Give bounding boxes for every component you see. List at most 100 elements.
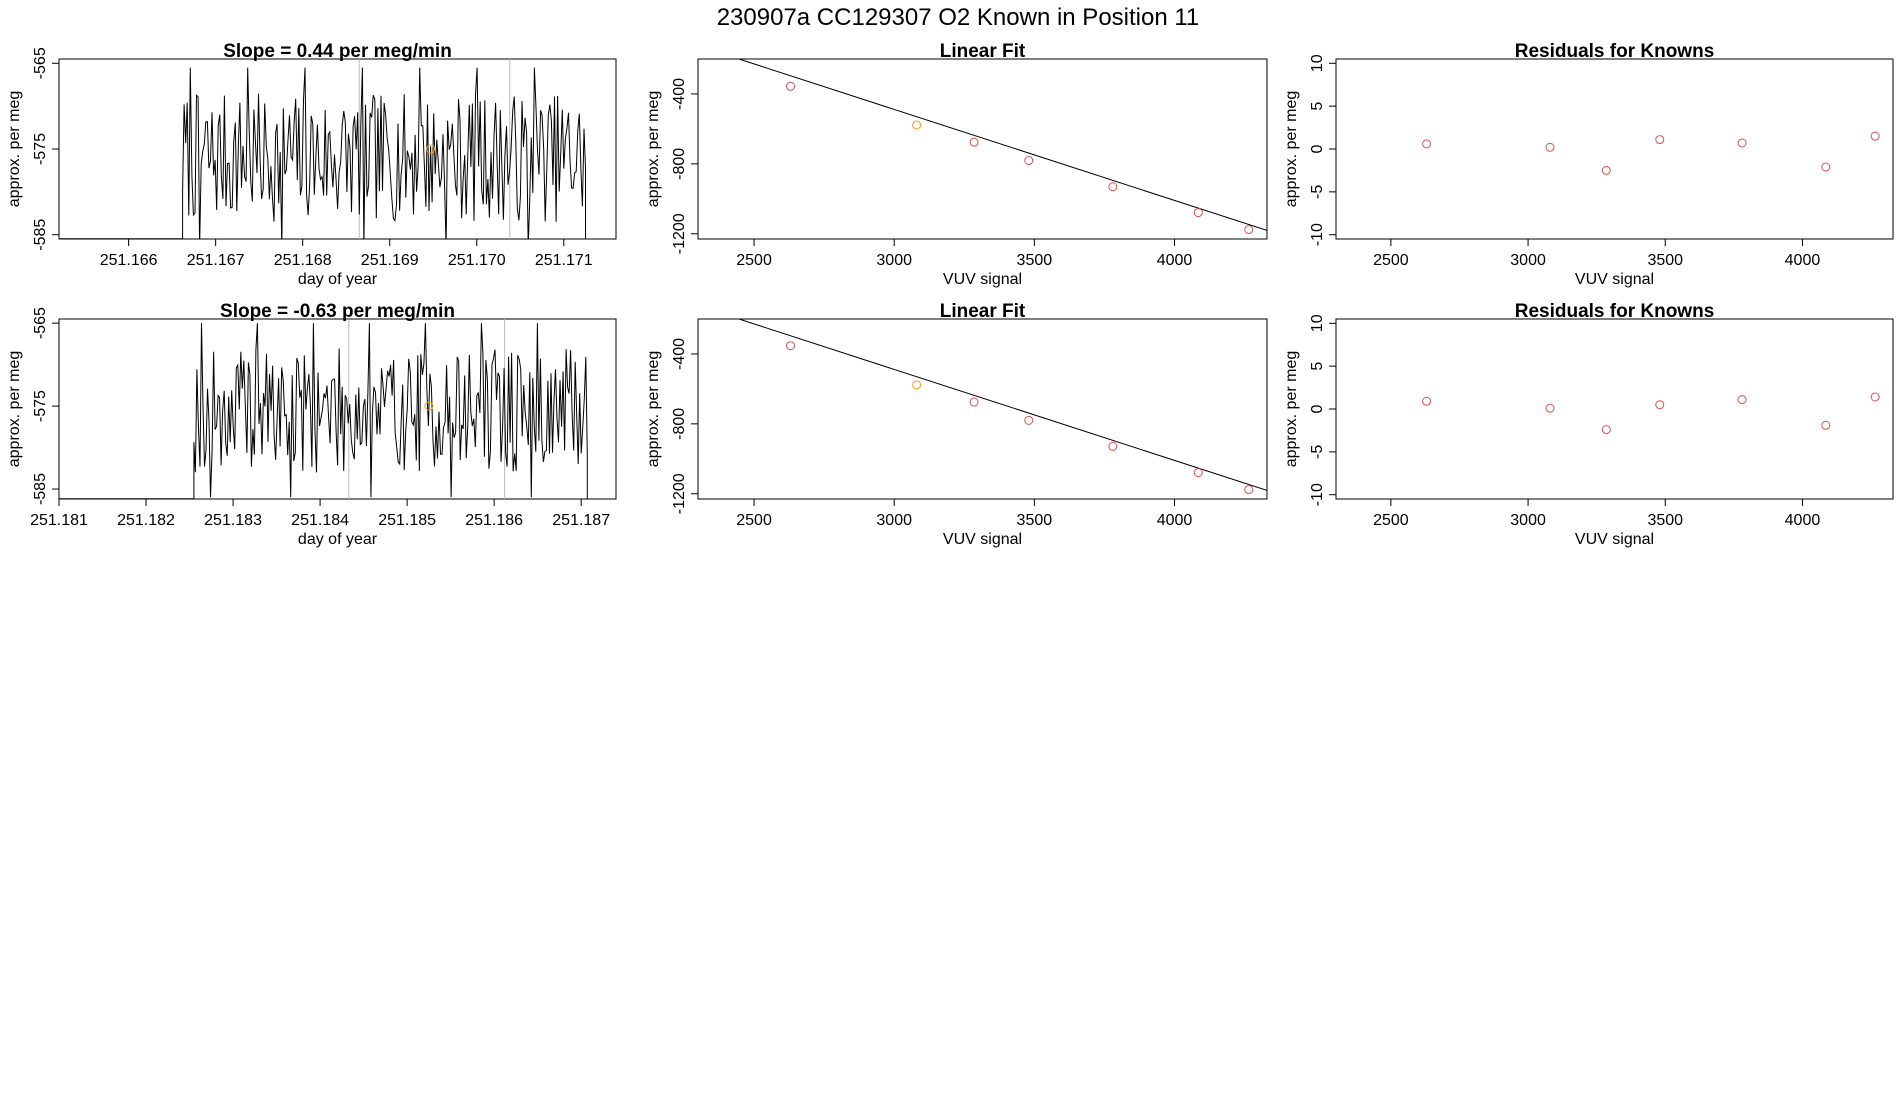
data-point	[785, 81, 795, 91]
plot-area	[59, 319, 588, 499]
x-tick-label: 251.185	[378, 512, 436, 529]
plot-area	[1422, 131, 1880, 175]
y-tick-label: -565	[32, 307, 49, 339]
x-tick-label: 251.169	[361, 252, 419, 269]
plot-frame	[1335, 318, 1894, 500]
fit-line	[737, 319, 1267, 491]
y-tick-label: -800	[671, 408, 688, 440]
x-tick-label: 2500	[1373, 512, 1409, 529]
y-tick-label: 5	[1309, 102, 1326, 111]
x-tick-label: 251.181	[30, 512, 88, 529]
panel-ts2: Slope = -0.63 per meg/min 251.181 251.182 2…	[6, 301, 617, 548]
plot-frame	[58, 58, 617, 240]
data-point	[969, 397, 979, 407]
plot-frame	[697, 318, 1268, 500]
y-axis-label: approx. per meg	[6, 351, 23, 468]
y-tick-label: -585	[32, 219, 49, 251]
x-axis-label: VUV signal	[1575, 271, 1654, 288]
data-point	[1870, 131, 1880, 141]
y-tick-label: -1200	[671, 473, 688, 514]
y-tick-label: 5	[1309, 362, 1326, 371]
data-point	[1870, 392, 1880, 402]
panel-title: Slope = 0.44 per meg/min	[223, 41, 452, 62]
data-point	[1422, 139, 1432, 149]
x-tick-label: 4000	[1157, 252, 1193, 269]
x-tick-label: 251.186	[465, 512, 523, 529]
figure-title: 230907a CC129307 O2 Known in Position 11	[717, 4, 1200, 31]
data-point	[1244, 225, 1254, 235]
y-tick-label: -575	[32, 390, 49, 422]
panel-fit1: Linear Fit 2500 3000 3500 4000 VUV signal -400…	[645, 41, 1268, 288]
x-tick-label: 251.167	[187, 252, 245, 269]
data-point	[1024, 415, 1034, 425]
x-axis-label: day of year	[298, 271, 378, 288]
data-point	[1655, 400, 1665, 410]
fit-line	[737, 59, 1267, 231]
data-point	[969, 137, 979, 147]
x-tick-label: 3500	[1647, 252, 1683, 269]
data-point	[1601, 165, 1611, 175]
panel-ts1: Slope = 0.44 per meg/min 251.166 251.167 25…	[6, 41, 617, 288]
x-axis-label: VUV signal	[943, 271, 1022, 288]
x-tick-label: 251.184	[291, 512, 349, 529]
x-tick-label: 251.168	[274, 252, 332, 269]
y-axis-label: approx. per meg	[6, 91, 23, 208]
x-tick-label: 3500	[1017, 252, 1053, 269]
y-tick-label: 0	[1309, 144, 1326, 153]
plot-area	[59, 59, 586, 239]
x-tick-label: 2500	[1373, 252, 1409, 269]
y-tick-label: -400	[671, 78, 688, 110]
x-tick-label: 251.182	[117, 512, 175, 529]
y-tick-label: -5	[1309, 185, 1326, 199]
panel-title: Residuals for Knowns	[1515, 41, 1715, 62]
x-tick-label: 3000	[1510, 512, 1546, 529]
x-axis-label: day of year	[298, 531, 378, 548]
panel-title: Linear Fit	[940, 41, 1026, 62]
panel-res2: Residuals for Knowns 2500 3000 3500 4000 VUV …	[1283, 301, 1894, 548]
x-tick-label: 3000	[1510, 252, 1546, 269]
y-tick-label: -10	[1309, 223, 1326, 246]
x-axis-label: VUV signal	[943, 531, 1022, 548]
y-axis-label: approx. per meg	[1283, 351, 1300, 468]
plot-frame	[1335, 58, 1894, 240]
x-tick-label: 251.170	[448, 252, 506, 269]
y-tick-label: -5	[1309, 445, 1326, 459]
data-point	[1108, 441, 1118, 451]
x-tick-label: 251.166	[100, 252, 158, 269]
data-point	[1737, 138, 1747, 148]
x-tick-label: 251.171	[535, 252, 593, 269]
x-tick-label: 251.183	[204, 512, 262, 529]
y-tick-label: -400	[671, 338, 688, 370]
data-point	[1024, 156, 1034, 166]
y-tick-label: -565	[32, 47, 49, 79]
data-point	[1108, 182, 1118, 192]
data-point	[1545, 142, 1555, 152]
data-point	[1193, 468, 1203, 478]
plot-area	[1422, 392, 1880, 435]
data-point	[1737, 395, 1747, 405]
plot-frame	[58, 318, 617, 500]
x-tick-label: 3500	[1017, 512, 1053, 529]
data-point	[912, 120, 922, 130]
y-tick-label: -10	[1309, 483, 1326, 506]
highlight-point	[426, 144, 436, 154]
data-point	[1821, 420, 1831, 430]
panel-title: Residuals for Knowns	[1515, 301, 1715, 322]
y-tick-label: -1200	[671, 213, 688, 254]
x-tick-label: 251.187	[552, 512, 610, 529]
y-tick-label: 10	[1309, 314, 1326, 332]
highlight-point	[424, 401, 434, 411]
data-point	[1422, 396, 1432, 406]
x-tick-label: 4000	[1785, 512, 1821, 529]
x-tick-label: 2500	[736, 252, 772, 269]
x-axis-label: VUV signal	[1575, 531, 1654, 548]
y-tick-label: 0	[1309, 404, 1326, 413]
data-point	[785, 341, 795, 351]
data-point	[1655, 135, 1665, 145]
y-axis-label: approx. per meg	[645, 91, 662, 208]
y-tick-label: -575	[32, 133, 49, 165]
x-tick-label: 3000	[876, 512, 912, 529]
x-tick-label: 3000	[876, 252, 912, 269]
y-axis-label: approx. per meg	[1283, 91, 1300, 208]
data-point	[1601, 425, 1611, 435]
